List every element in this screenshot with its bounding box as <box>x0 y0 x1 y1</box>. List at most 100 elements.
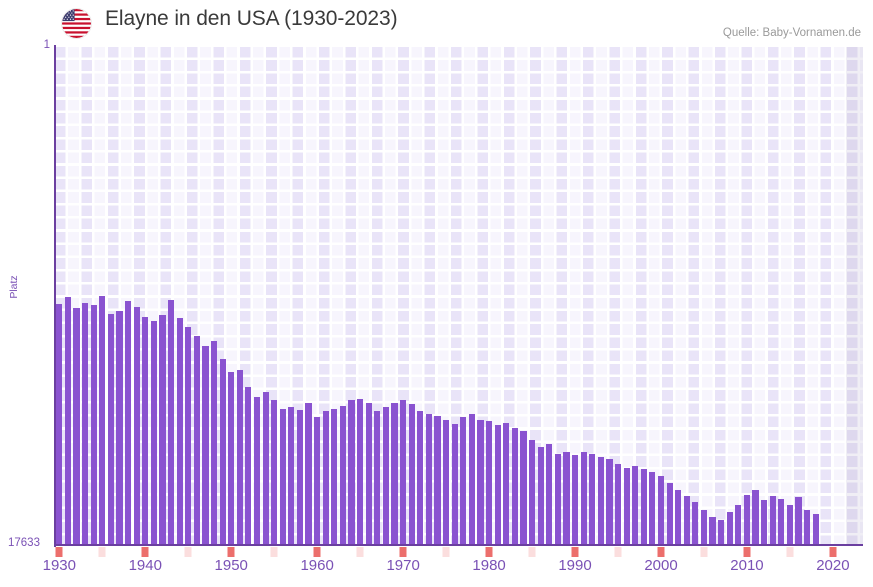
bar[interactable] <box>503 422 510 545</box>
bar[interactable] <box>580 452 587 545</box>
bar[interactable] <box>726 511 733 545</box>
bar[interactable] <box>288 407 295 545</box>
x-tick-mark-1970 <box>399 547 407 557</box>
x-tick-label-1940: 1940 <box>128 557 162 574</box>
bar[interactable] <box>597 456 604 545</box>
chart-header: Elayne in den USA (1930-2023) Quelle: Ba… <box>0 0 873 47</box>
x-tick-mark-1975 <box>442 547 450 557</box>
bar[interactable] <box>752 490 759 545</box>
bar[interactable] <box>81 302 89 545</box>
bar[interactable] <box>460 416 467 545</box>
bar[interactable] <box>279 408 286 545</box>
bar[interactable] <box>348 400 355 545</box>
bar[interactable] <box>124 301 132 545</box>
bar[interactable] <box>743 494 751 545</box>
bar[interactable] <box>365 402 372 545</box>
bar[interactable] <box>262 391 269 545</box>
bar[interactable] <box>786 504 794 545</box>
bar[interactable] <box>236 370 243 545</box>
bar[interactable] <box>271 400 278 545</box>
bar[interactable] <box>253 397 261 545</box>
bar[interactable] <box>700 510 708 545</box>
bar[interactable] <box>107 313 114 545</box>
bar[interactable] <box>623 467 630 545</box>
bar[interactable] <box>718 520 725 545</box>
bar[interactable] <box>528 439 536 545</box>
bar[interactable] <box>331 408 338 545</box>
bar[interactable] <box>511 428 518 545</box>
bar[interactable] <box>245 387 252 545</box>
bar[interactable] <box>451 424 458 545</box>
bar[interactable] <box>99 295 106 545</box>
bar[interactable] <box>64 296 71 545</box>
x-tick-mark-1995 <box>614 547 622 557</box>
bar[interactable] <box>769 496 776 545</box>
bar[interactable] <box>563 452 570 545</box>
bar[interactable] <box>546 443 553 545</box>
bar[interactable] <box>322 411 329 545</box>
x-tick-label-2020: 2020 <box>816 557 850 574</box>
bar[interactable] <box>219 359 226 545</box>
bar[interactable] <box>193 336 200 545</box>
bar[interactable] <box>400 400 407 545</box>
bar[interactable] <box>812 514 819 545</box>
source-label: Quelle: Baby-Vornamen.de <box>722 27 861 39</box>
bar[interactable] <box>314 416 321 545</box>
bar[interactable] <box>142 316 149 545</box>
bar[interactable] <box>434 415 441 545</box>
y-axis-top-label: 1 <box>43 39 50 51</box>
bar[interactable] <box>443 419 450 545</box>
bar[interactable] <box>339 405 347 545</box>
bar[interactable] <box>778 498 785 545</box>
bar[interactable] <box>56 304 63 545</box>
bar[interactable] <box>554 453 561 545</box>
bar[interactable] <box>228 371 235 545</box>
bar[interactable] <box>176 318 183 545</box>
bar[interactable] <box>382 407 390 545</box>
bar[interactable] <box>159 315 166 545</box>
bar[interactable] <box>683 496 690 545</box>
bar[interactable] <box>90 305 97 545</box>
bar[interactable] <box>761 500 768 545</box>
bar[interactable] <box>571 455 579 545</box>
bar[interactable] <box>417 411 424 545</box>
bar[interactable] <box>606 459 613 545</box>
bar[interactable] <box>494 425 501 545</box>
x-tick-mark-1980 <box>485 547 493 557</box>
bar[interactable] <box>116 311 123 545</box>
bar[interactable] <box>477 419 484 545</box>
bar[interactable] <box>425 414 432 545</box>
bar[interactable] <box>167 299 175 545</box>
bar[interactable] <box>804 510 811 545</box>
x-tick-mark-2005 <box>700 547 708 557</box>
bar[interactable] <box>520 431 527 545</box>
bar[interactable] <box>391 402 398 545</box>
bar[interactable] <box>468 414 475 545</box>
bar[interactable] <box>73 308 80 545</box>
bar[interactable] <box>185 326 192 545</box>
bar[interactable] <box>374 411 381 545</box>
bar[interactable] <box>640 469 647 545</box>
bar[interactable] <box>537 446 544 545</box>
bar[interactable] <box>202 346 209 545</box>
bar[interactable] <box>666 483 673 545</box>
bar[interactable] <box>210 340 218 545</box>
bar[interactable] <box>692 501 699 545</box>
bar[interactable] <box>709 517 716 545</box>
y-axis-bottom-label: 17633 <box>8 537 40 549</box>
bar[interactable] <box>357 398 364 545</box>
bar[interactable] <box>614 463 622 545</box>
bar[interactable] <box>589 453 596 545</box>
bar[interactable] <box>150 320 157 545</box>
bar[interactable] <box>305 402 312 545</box>
bar[interactable] <box>649 472 656 545</box>
bar[interactable] <box>675 490 682 545</box>
bar[interactable] <box>296 409 304 545</box>
bar[interactable] <box>735 504 742 545</box>
bar[interactable] <box>795 497 802 545</box>
bar[interactable] <box>657 476 665 545</box>
bar[interactable] <box>485 421 493 545</box>
bar[interactable] <box>632 466 639 545</box>
bar[interactable] <box>408 404 415 545</box>
bar[interactable] <box>133 306 140 545</box>
